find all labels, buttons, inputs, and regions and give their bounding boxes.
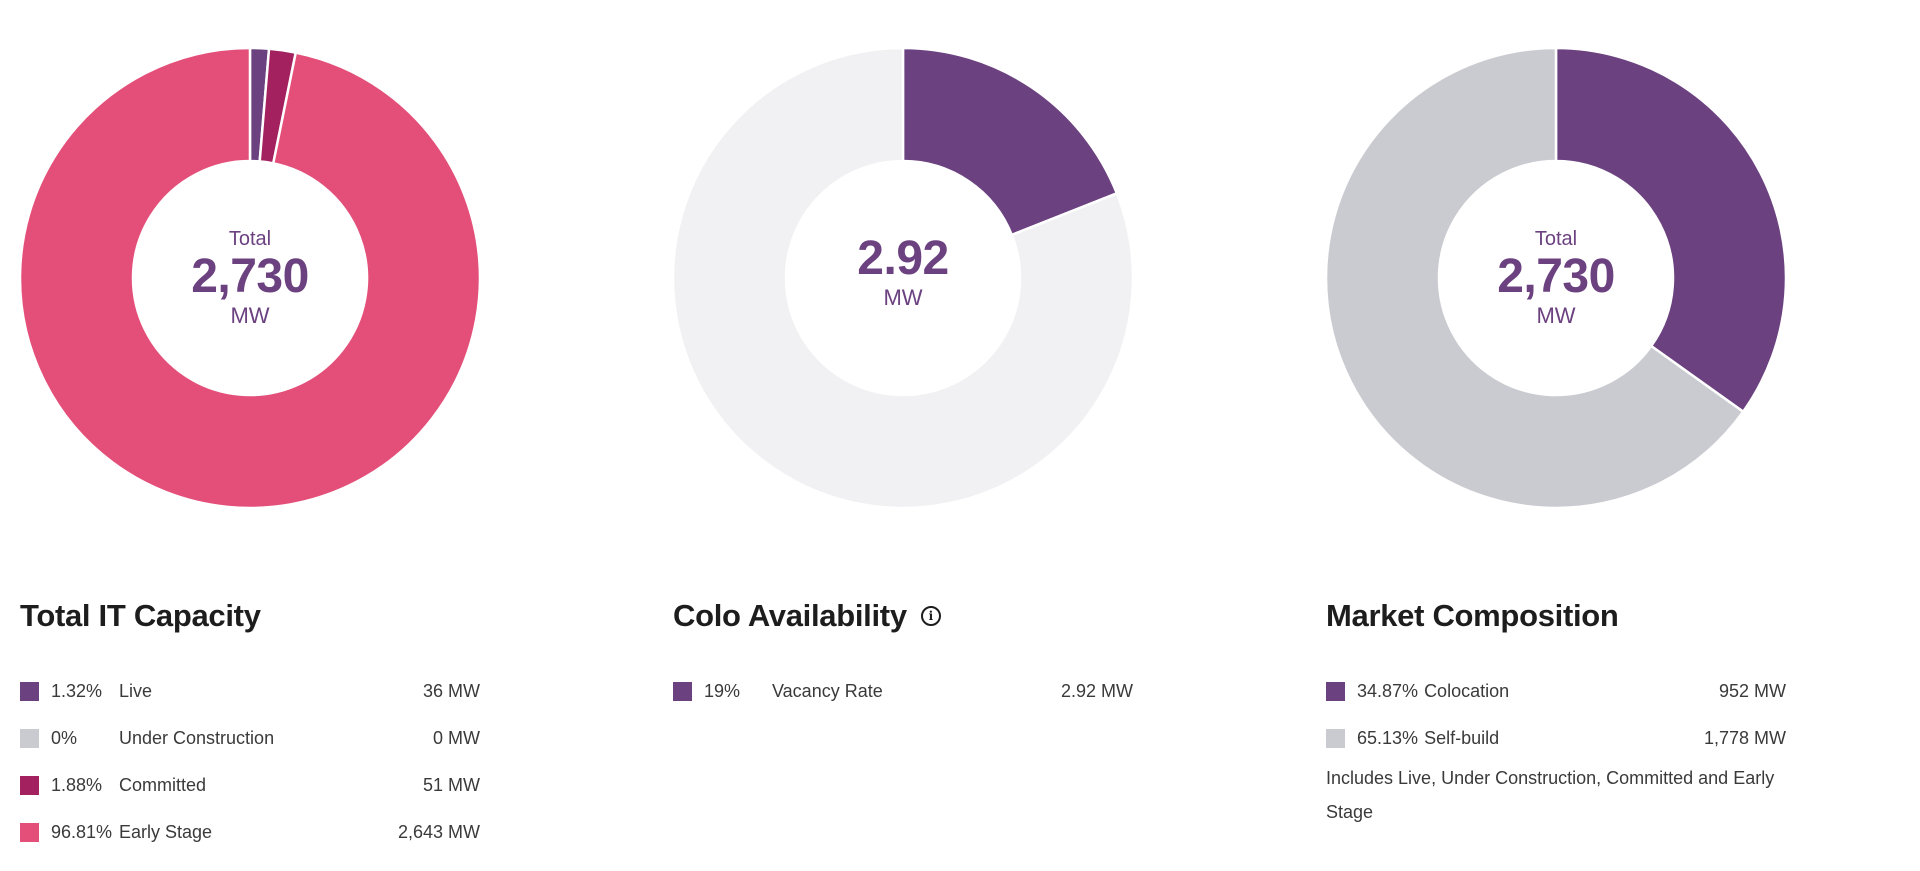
donut-slice-vacancy-rate[interactable] bbox=[901, 48, 1119, 237]
donut-chart-svg bbox=[673, 48, 1133, 508]
legend-label: Committed bbox=[119, 775, 207, 795]
legend: 1.32% Live 36 MW 0% Under Construction 0… bbox=[20, 680, 480, 868]
legend-item-committed[interactable]: 1.88% Committed 51 MW bbox=[20, 774, 480, 821]
legend-swatch bbox=[20, 682, 39, 701]
legend-value: 1,778 MW bbox=[1703, 728, 1786, 748]
market-composition-panel: Total 2,730 MW Market Composition 34.87%… bbox=[1326, 0, 1806, 871]
panel-title: Colo Availability i bbox=[673, 598, 941, 634]
legend-swatch bbox=[1326, 682, 1345, 701]
legend-item-under-construction[interactable]: 0% Under Construction 0 MW bbox=[20, 727, 480, 774]
legend-percent: 19% bbox=[704, 681, 741, 701]
total-it-capacity-panel: Total 2,730 MW Total IT Capacity 1.32% L… bbox=[20, 0, 500, 871]
total-it-capacity-donut[interactable]: Total 2,730 MW bbox=[20, 48, 480, 508]
legend-percent: 96.81% bbox=[51, 822, 113, 842]
legend-percent: 65.13% bbox=[1357, 728, 1419, 748]
donut-slice-early-stage[interactable] bbox=[20, 48, 480, 508]
legend-label: Early Stage bbox=[119, 822, 213, 842]
legend-item-colocation[interactable]: 34.87% Colocation 952 MW bbox=[1326, 680, 1786, 727]
legend-value: 952 MW bbox=[1718, 681, 1786, 701]
legend: 34.87% Colocation 952 MW 65.13% Self-bui… bbox=[1326, 680, 1786, 829]
legend-swatch bbox=[1326, 729, 1345, 748]
panel-title-text: Colo Availability bbox=[673, 598, 907, 633]
legend-value: 2,643 MW bbox=[397, 822, 480, 842]
colo-availability-panel: 2.92 MW Colo Availability i 19% Vacancy R… bbox=[673, 0, 1153, 871]
legend-label: Colocation bbox=[1424, 681, 1510, 701]
colo-availability-donut[interactable]: 2.92 MW bbox=[673, 48, 1133, 508]
donut-chart-svg bbox=[20, 48, 480, 508]
legend-swatch bbox=[20, 729, 39, 748]
donut-chart-svg bbox=[1326, 48, 1786, 508]
legend-value: 51 MW bbox=[422, 775, 480, 795]
panel-title: Total IT Capacity bbox=[20, 598, 261, 634]
panel-title: Market Composition bbox=[1326, 598, 1619, 634]
legend-label: Live bbox=[119, 681, 153, 701]
legend-value: 36 MW bbox=[422, 681, 480, 701]
legend-percent: 34.87% bbox=[1357, 681, 1419, 701]
info-icon[interactable]: i bbox=[920, 606, 941, 626]
legend: 19% Vacancy Rate 2.92 MW bbox=[673, 680, 1133, 727]
legend-item-self-build[interactable]: 65.13% Self-build 1,778 MW bbox=[1326, 727, 1786, 774]
panel-title-text: Total IT Capacity bbox=[20, 598, 261, 633]
legend-swatch bbox=[673, 682, 692, 701]
legend-swatch bbox=[20, 776, 39, 795]
legend-value: 2.92 MW bbox=[1060, 681, 1133, 701]
donut-slice-remainder[interactable] bbox=[673, 48, 1133, 508]
legend-item-early-stage[interactable]: 96.81% Early Stage 2,643 MW bbox=[20, 821, 480, 868]
panel-title-text: Market Composition bbox=[1326, 598, 1619, 633]
legend-label: Self-build bbox=[1424, 728, 1500, 748]
donut-slice-self-build[interactable] bbox=[1326, 48, 1745, 508]
legend-value: 0 MW bbox=[433, 728, 480, 748]
legend-label: Vacancy Rate bbox=[772, 681, 883, 701]
legend-item-vacancy-rate[interactable]: 19% Vacancy Rate 2.92 MW bbox=[673, 680, 1133, 727]
legend-percent: 1.88% bbox=[51, 775, 103, 795]
legend-percent: 0% bbox=[51, 728, 78, 748]
legend-percent: 1.32% bbox=[51, 681, 103, 701]
legend-label: Under Construction bbox=[119, 728, 275, 748]
donut-slice-colocation[interactable] bbox=[1554, 48, 1786, 414]
legend-swatch bbox=[20, 823, 39, 842]
legend-note: Includes Live, Under Construction, Commi… bbox=[1326, 768, 1775, 822]
legend-item-live[interactable]: 1.32% Live 36 MW bbox=[20, 680, 480, 727]
market-composition-donut[interactable]: Total 2,730 MW bbox=[1326, 48, 1786, 508]
